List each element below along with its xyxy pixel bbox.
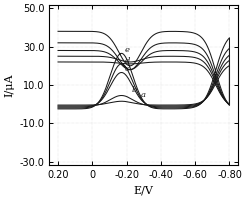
Text: e: e [125, 46, 130, 54]
Y-axis label: I/μA: I/μA [4, 73, 14, 97]
Text: d: d [125, 57, 130, 65]
Text: c: c [125, 65, 130, 73]
Text: b: b [132, 86, 137, 94]
Text: a: a [140, 91, 145, 99]
X-axis label: E/V: E/V [134, 186, 154, 196]
